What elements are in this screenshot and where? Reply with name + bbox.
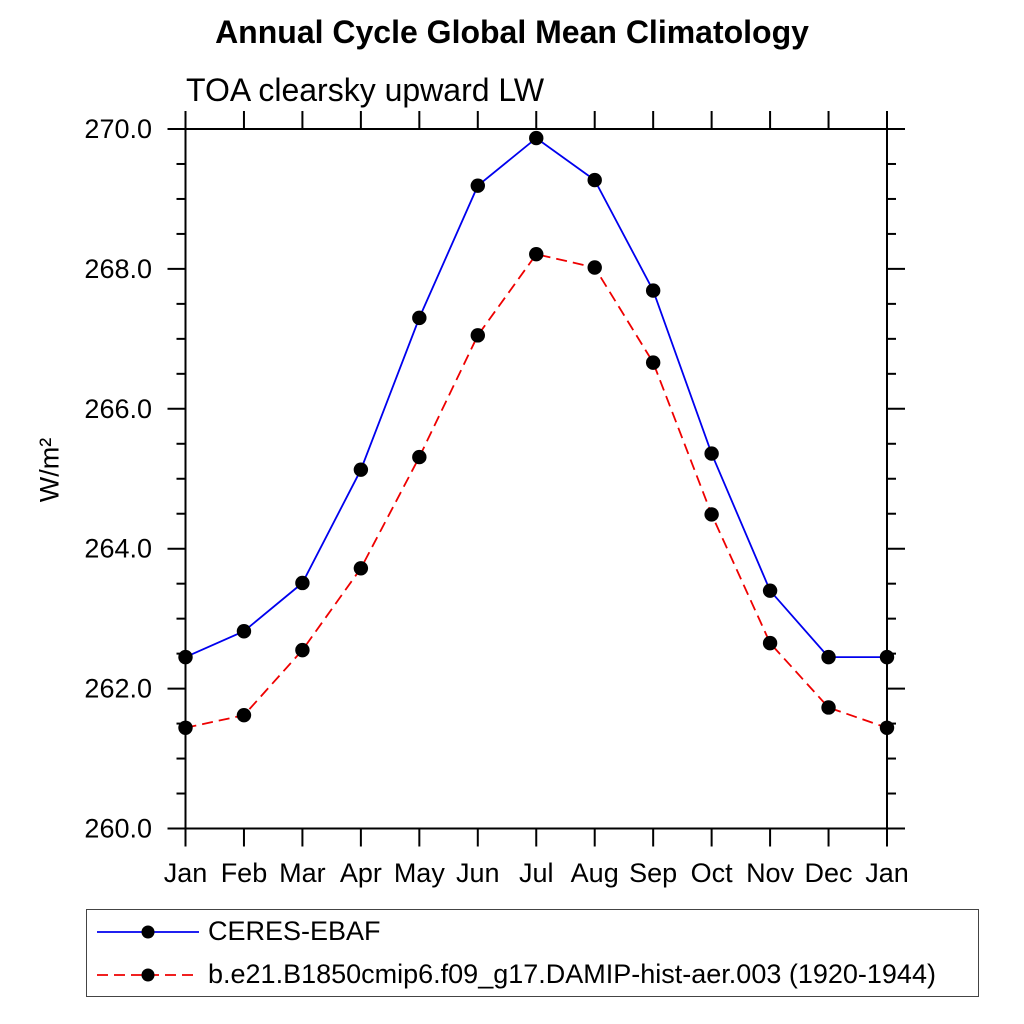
x-tick-label: Aug — [571, 858, 619, 888]
x-tick-label: Dec — [805, 858, 853, 888]
legend-entry-model: b.e21.B1850cmip6.f09_g17.DAMIP-hist-aer.… — [87, 953, 978, 996]
data-point-marker — [821, 700, 836, 715]
legend-sample-marker — [141, 925, 155, 938]
data-point-marker — [529, 130, 544, 146]
data-point-marker — [762, 583, 778, 598]
legend-line-sample-dashed — [97, 968, 199, 981]
data-point-marker — [353, 462, 369, 477]
data-point-marker — [178, 720, 193, 735]
data-point-marker — [295, 575, 310, 591]
data-point-marker — [704, 446, 719, 461]
data-point-marker — [295, 642, 310, 658]
data-point-marker — [645, 355, 661, 370]
x-tick-label: Mar — [279, 858, 326, 888]
legend-line-sample-solid — [97, 925, 199, 938]
data-point-marker — [645, 283, 661, 298]
data-point-marker — [879, 720, 895, 735]
data-point-marker — [412, 310, 427, 326]
x-tick-label: Jun — [456, 858, 500, 888]
data-point-marker — [821, 649, 836, 665]
data-point-marker — [529, 247, 544, 262]
legend-box: CERES-EBAF b.e21.B1850cmip6.f09_g17.DAMI… — [86, 909, 979, 997]
data-point-marker — [178, 649, 193, 665]
plot-frame — [184, 128, 888, 830]
chart-subtitle: TOA clearsky upward LW — [186, 72, 545, 108]
y-tick-label: 268.0 — [84, 254, 152, 284]
data-point-marker — [470, 328, 485, 343]
data-point-marker — [236, 624, 252, 639]
legend-sample-marker — [141, 968, 155, 981]
y-tick-label: 264.0 — [84, 534, 152, 564]
data-point-marker — [587, 172, 602, 188]
legend-entry-ceres-ebaf: CERES-EBAF — [87, 910, 978, 953]
data-point-marker — [762, 635, 778, 651]
y-tick-label: 262.0 — [84, 674, 152, 704]
x-tick-label: Feb — [221, 858, 268, 888]
data-point-marker — [353, 561, 369, 576]
x-tick-label: Oct — [691, 858, 734, 888]
x-tick-label: Jan — [164, 858, 208, 888]
y-tick-label: 270.0 — [84, 114, 152, 144]
data-point-marker — [470, 178, 485, 193]
x-tick-label: Jul — [519, 858, 554, 888]
data-point-marker — [879, 649, 895, 665]
x-tick-label: Jan — [865, 858, 909, 888]
series-line-model — [185, 253, 888, 729]
series-line-ceres-ebaf — [185, 136, 887, 658]
data-point-marker — [704, 507, 719, 522]
data-point-marker — [412, 449, 427, 465]
legend-label-ceres-ebaf: CERES-EBAF — [208, 916, 381, 946]
x-tick-label: May — [394, 858, 446, 888]
y-tick-label: 260.0 — [84, 814, 152, 844]
y-tick-label: 266.0 — [84, 394, 152, 424]
chart-title: Annual Cycle Global Mean Climatology — [215, 14, 809, 50]
x-tick-label: Sep — [629, 858, 677, 888]
legend-label-model: b.e21.B1850cmip6.f09_g17.DAMIP-hist-aer.… — [208, 959, 936, 989]
data-point-marker — [236, 707, 252, 723]
data-point-marker — [587, 260, 602, 275]
x-tick-label: Apr — [340, 858, 382, 888]
x-tick-label: Nov — [746, 858, 795, 888]
